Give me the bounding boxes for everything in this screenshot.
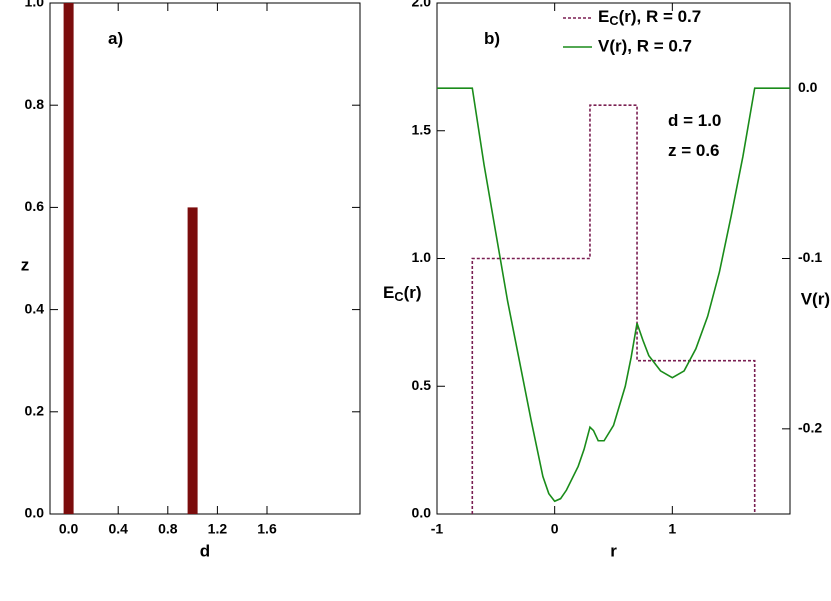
y2-tick-label: -0.1 (798, 249, 822, 265)
series-line (471, 104, 756, 514)
legend-label: EC(r), R = 0.7 (598, 7, 701, 28)
y-tick-label: 0.0 (412, 505, 432, 521)
bar (63, 3, 74, 514)
x-tick-label: 1.2 (208, 521, 228, 537)
y-tick-label: 1.0 (25, 0, 45, 10)
y2-tick-label: 0.0 (798, 79, 818, 95)
x-tick-label: 0.4 (108, 521, 128, 537)
y-tick-label: 1.0 (412, 249, 432, 265)
x-tick-label: 0.0 (59, 521, 79, 537)
y-tick-label: 1.5 (412, 121, 432, 137)
annotation: d = 1.0 (668, 111, 721, 130)
plot-frame (436, 2, 791, 515)
x-tick-label: 1.6 (257, 521, 277, 537)
annotation: b) (484, 29, 500, 48)
y-axis-label: z (21, 255, 30, 274)
legend-label: V(r), R = 0.7 (598, 36, 692, 55)
x-tick-label: 1 (668, 521, 676, 537)
y-tick-label: 0.4 (25, 300, 45, 316)
annotation: a) (108, 29, 123, 48)
y2-tick-label: -0.2 (798, 420, 822, 436)
y-tick-label: 0.8 (25, 96, 45, 112)
annotation: z = 0.6 (668, 141, 720, 160)
y-tick-label: 2.0 (412, 0, 432, 10)
y-axis-label: EC(r) (383, 283, 422, 304)
x-tick-label: 0.8 (158, 521, 178, 537)
bar (187, 207, 198, 514)
y2-axis-label: V(r) (801, 289, 830, 308)
x-tick-label: 0 (551, 521, 559, 537)
series-line (437, 87, 790, 503)
x-axis-label: r (610, 541, 617, 560)
y-tick-label: 0.5 (412, 377, 432, 393)
plot-frame (49, 2, 361, 515)
y-tick-label: 0.2 (25, 403, 45, 419)
y-tick-label: 0.6 (25, 198, 45, 214)
x-tick-label: -1 (431, 521, 444, 537)
y-tick-label: 0.0 (25, 505, 45, 521)
x-axis-label: d (200, 541, 210, 560)
